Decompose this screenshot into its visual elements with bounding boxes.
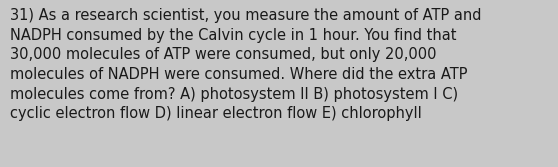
Text: 31) As a research scientist, you measure the amount of ATP and
NADPH consumed by: 31) As a research scientist, you measure… <box>10 8 482 121</box>
